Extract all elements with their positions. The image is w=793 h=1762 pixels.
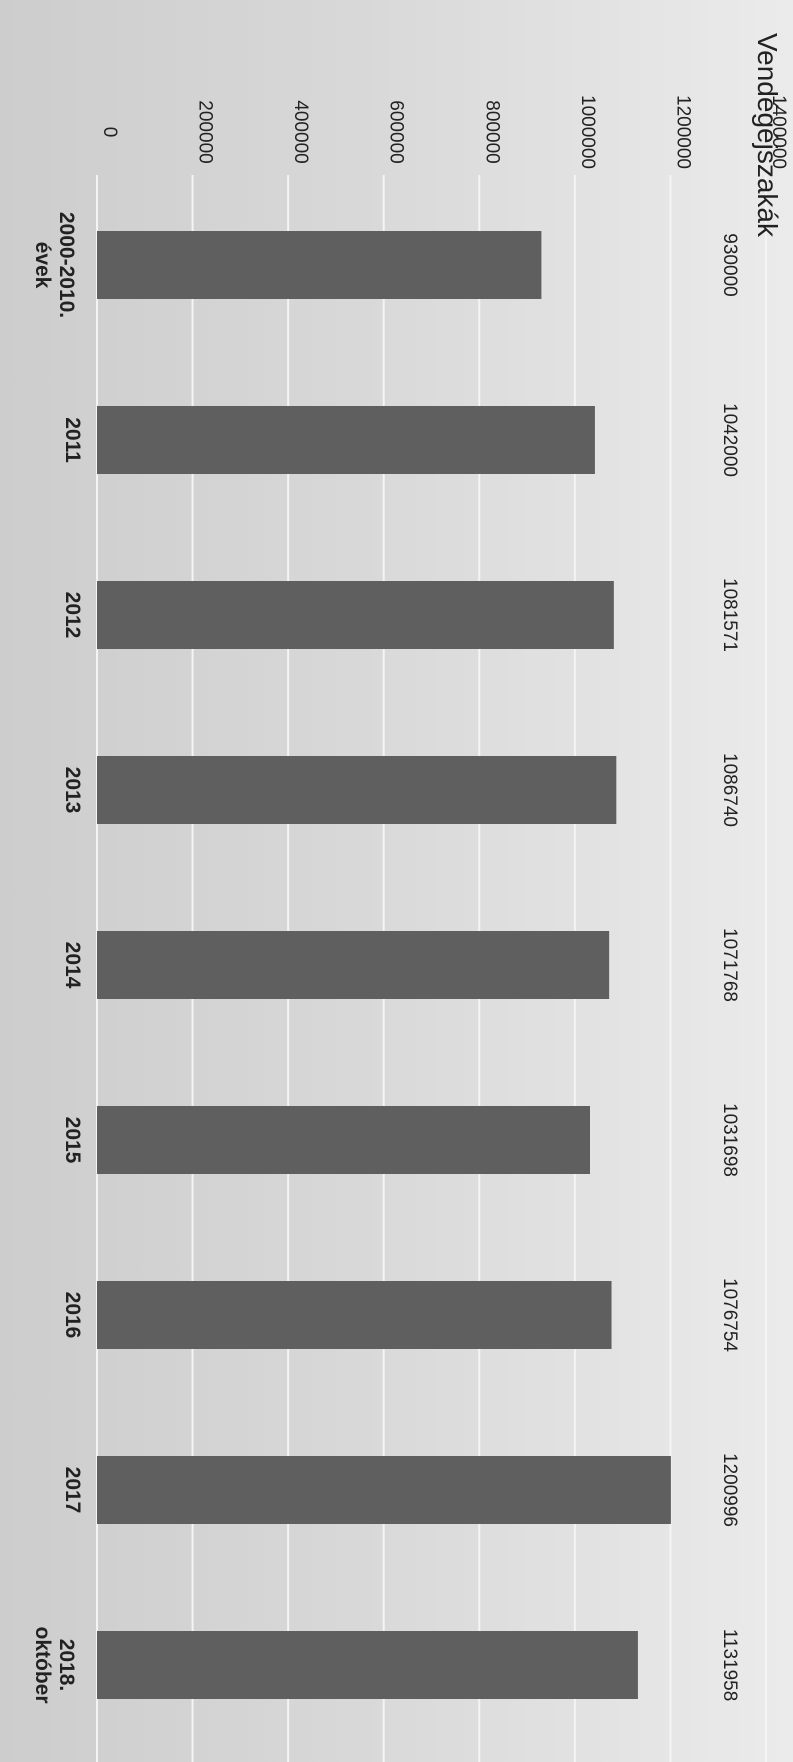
category-label-line: 2015 xyxy=(61,1117,84,1164)
bar xyxy=(97,756,617,824)
value-tick-label: 1000000 xyxy=(577,95,598,169)
category-label: 2017 xyxy=(61,1467,84,1514)
bar xyxy=(97,406,595,474)
bar xyxy=(97,1281,612,1349)
category-label-line: október xyxy=(31,1626,54,1703)
category-label: 2000-2010.évek xyxy=(31,212,78,318)
bar xyxy=(97,1456,671,1524)
value-tick-label: 400000 xyxy=(290,100,311,163)
data-label: 1131958 xyxy=(719,1629,740,1702)
data-label: 1200996 xyxy=(719,1453,740,1527)
data-label: 930000 xyxy=(719,233,740,296)
bar xyxy=(97,1631,638,1699)
bar xyxy=(97,581,614,649)
category-label-line: 2017 xyxy=(61,1467,84,1514)
data-label: 1076754 xyxy=(719,1278,740,1352)
data-labels: 930000 1042000 1081571 1086740 1071768 103169… xyxy=(719,233,740,1701)
data-label: 1031698 xyxy=(719,1103,740,1177)
category-label: 2013 xyxy=(61,767,84,814)
bar xyxy=(97,931,610,999)
bar xyxy=(97,231,542,299)
category-label-line: 2016 xyxy=(61,1292,84,1339)
category-label-line: 2011 xyxy=(61,417,84,463)
category-label: 2012 xyxy=(61,592,84,639)
value-tick-label: 600000 xyxy=(386,100,407,163)
category-label-line: 2018. xyxy=(55,1639,78,1692)
data-label: 1086740 xyxy=(719,753,740,827)
category-label-line: 2014 xyxy=(61,942,84,989)
bars xyxy=(97,231,671,1699)
data-label: 1081571 xyxy=(719,578,740,652)
data-label: 1042000 xyxy=(719,403,740,477)
value-tick-label: 1400000 xyxy=(768,95,789,169)
value-tick-label: 0 xyxy=(99,127,120,138)
value-axis-ticks: 0 200000 400000 600000 800000 1000000 1200000 1… xyxy=(99,95,789,169)
category-labels: 2000-2010.évek 2011 2012 2013 2014 2015 2016 20… xyxy=(31,212,84,1704)
value-tick-label: 1200000 xyxy=(672,95,693,169)
data-label: 1071768 xyxy=(719,928,740,1002)
chart-title: Vendégéjszakák xyxy=(752,33,783,238)
category-label-line: 2012 xyxy=(61,592,84,639)
category-label: 2014 xyxy=(61,942,84,989)
category-label: 2011 xyxy=(61,417,84,463)
bar xyxy=(97,1106,591,1174)
category-label-line: 2013 xyxy=(61,767,84,814)
category-label: 2016 xyxy=(61,1292,84,1339)
category-label-line: 2000-2010. xyxy=(55,212,78,318)
category-label-line: évek xyxy=(31,242,54,289)
value-tick-label: 200000 xyxy=(195,100,216,163)
value-tick-label: 800000 xyxy=(481,100,502,163)
category-label: 2015 xyxy=(61,1117,84,1164)
category-label: 2018.október xyxy=(31,1626,78,1703)
